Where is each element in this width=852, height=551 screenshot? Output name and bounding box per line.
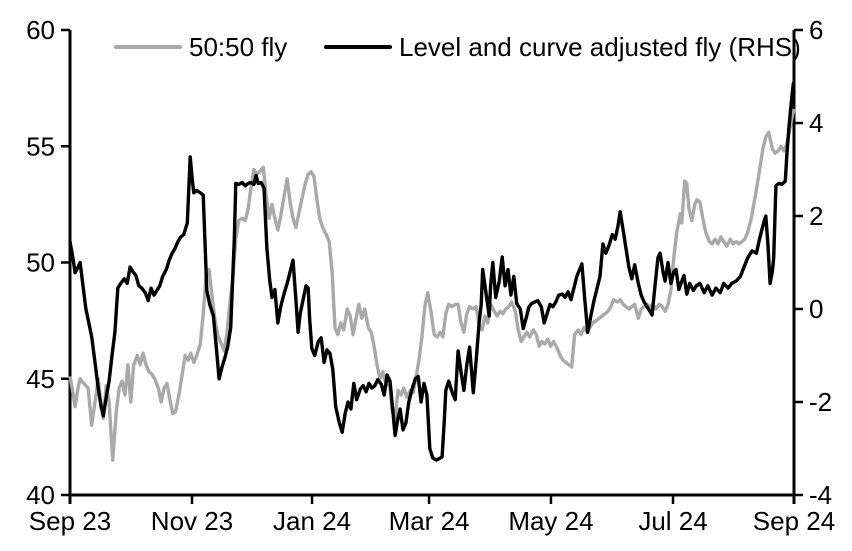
left-axis-tick-label: 45 [26,364,55,394]
legend-item-level-curve-adjusted-fly: Level and curve adjusted fly (RHS) [324,31,801,63]
x-axis-tick-label: Mar 24 [389,506,470,536]
left-axis-tick-label: 55 [26,131,55,161]
right-axis-tick-label: -2 [809,387,832,417]
right-axis-tick-label: 0 [809,294,823,324]
right-axis-tick-label: 4 [809,108,823,138]
right-axis-tick-label: 6 [809,15,823,45]
series-line-level-curve-adjusted-fly [68,81,796,462]
left-axis-tick-label: 40 [26,480,55,510]
x-axis-tick-label: Jan 24 [273,506,351,536]
legend-line-swatch-black [324,45,392,49]
x-axis-tick-label: Sep 24 [753,506,835,536]
legend-label-level-curve-adjusted-fly: Level and curve adjusted fly (RHS) [399,32,801,62]
legend-label-5050-fly: 50:50 fly [189,32,288,62]
x-axis-tick-label: Jul 24 [638,506,707,536]
x-axis-tick-label: Nov 23 [151,506,233,536]
x-axis-tick-label: Sep 23 [29,506,111,536]
x-axis-tick-label: May 24 [508,506,593,536]
left-axis-tick-label: 60 [26,15,55,45]
series-line-5050-fly [68,108,796,462]
right-axis-tick-label: -4 [809,480,832,510]
right-axis-tick-label: 2 [809,201,823,231]
left-axis-tick-label: 50 [26,248,55,278]
legend-line-swatch-gray [114,45,182,49]
legend-item-5050-fly: 50:50 fly [114,31,287,63]
